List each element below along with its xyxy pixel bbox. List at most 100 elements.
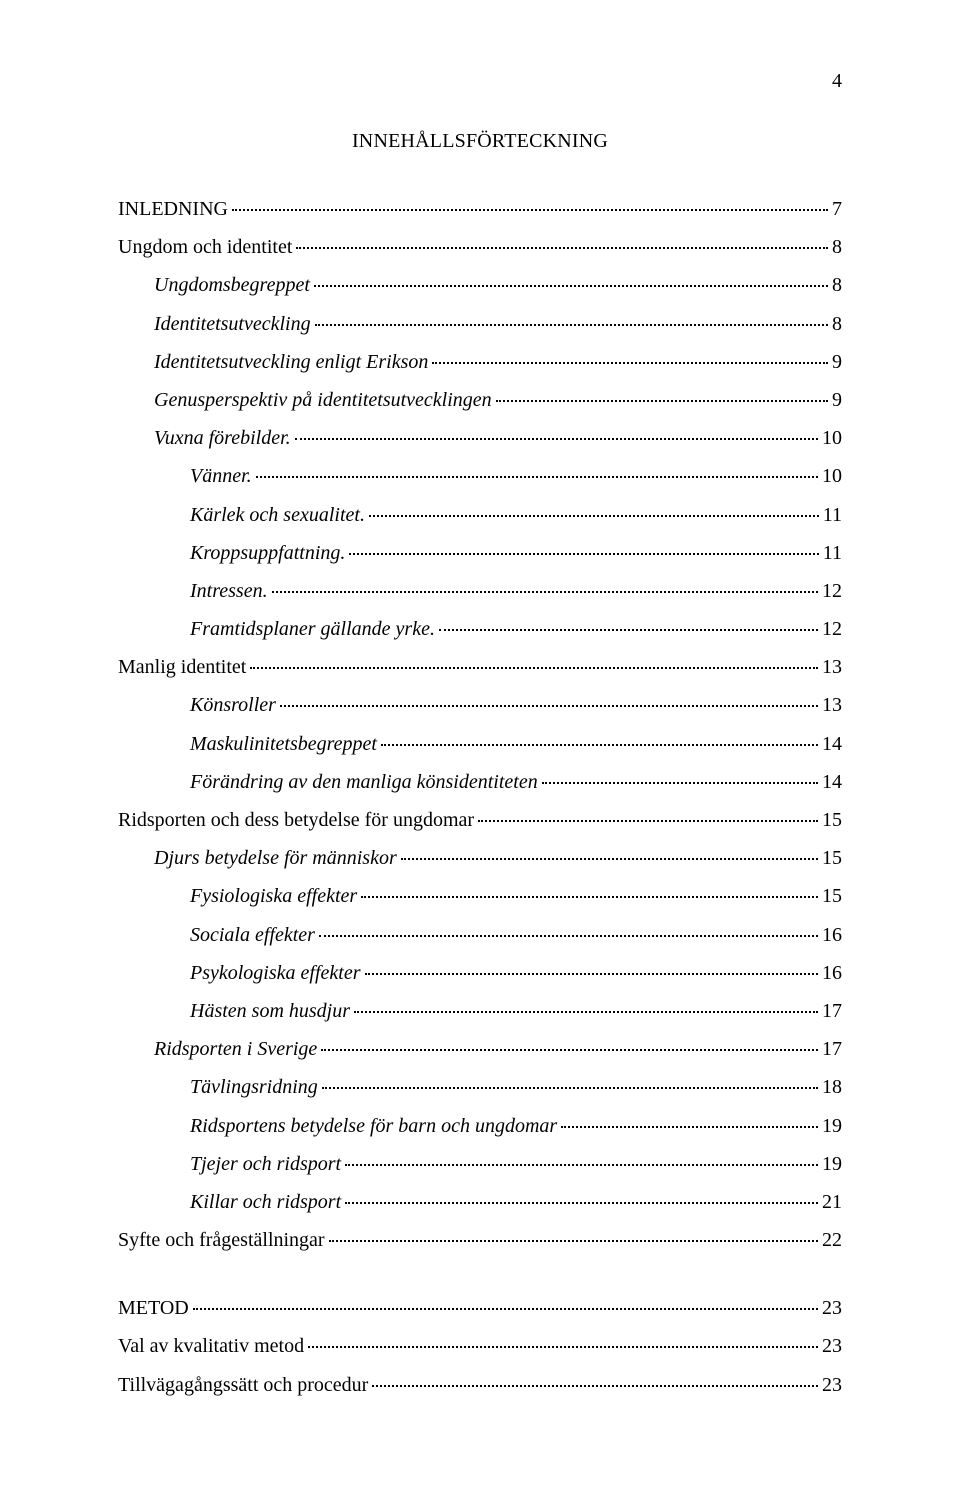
toc-entry-page: 23: [822, 1336, 842, 1356]
toc-leader: [250, 667, 818, 669]
toc-entry: Identitetsutveckling 8: [154, 314, 842, 334]
toc-leader: [561, 1126, 818, 1128]
toc-entry-label: Ungdom och identitet: [118, 237, 292, 257]
toc-entry: Maskulinitetsbegreppet14: [190, 734, 842, 754]
toc-entry-page: 8: [832, 275, 842, 295]
toc-entry-label: Vänner.: [190, 466, 252, 486]
toc-entry: Ridsporten i Sverige 17: [154, 1039, 842, 1059]
toc-entry: Ungdomsbegreppet 8: [154, 275, 842, 295]
toc-entry: Kroppsuppfattning. 11: [190, 543, 842, 563]
toc-entry-label: Hästen som husdjur: [190, 1001, 350, 1021]
toc-entry: Genusperspektiv på identitetsutvecklinge…: [154, 390, 842, 410]
toc-entry: Tillvägagångssätt och procedur23: [118, 1375, 842, 1395]
toc-entry-page: 18: [822, 1077, 842, 1097]
toc-entry-label: Könsroller: [190, 695, 276, 715]
toc-entry-label: Identitetsutveckling: [154, 314, 311, 334]
toc-entry-label: Framtidsplaner gällande yrke.: [190, 619, 435, 639]
toc-entry-page: 14: [822, 772, 842, 792]
toc-entry: Intressen. 12: [190, 581, 842, 601]
toc-entry-page: 14: [822, 734, 842, 754]
toc-entry-label: INLEDNING: [118, 199, 228, 219]
toc-entry: Psykologiska effekter16: [190, 963, 842, 983]
toc-leader: [372, 1385, 818, 1387]
toc-entry-page: 15: [822, 810, 842, 830]
toc-entry-page: 17: [822, 1001, 842, 1021]
toc-entry: Syfte och frågeställningar 22: [118, 1230, 842, 1250]
toc-entry-page: 17: [822, 1039, 842, 1059]
toc-entry-label: Tävlingsridning: [190, 1077, 318, 1097]
toc-entry-label: Förändring av den manliga könsidentitete…: [190, 772, 538, 792]
toc-leader: [280, 705, 818, 707]
toc-entry-label: Ridsporten och dess betydelse för ungdom…: [118, 810, 474, 830]
toc-leader: [361, 896, 818, 898]
toc-leader: [401, 858, 818, 860]
toc-leader: [314, 285, 828, 287]
toc-entry-label: Sociala effekter: [190, 925, 315, 945]
toc-leader: [272, 591, 818, 593]
toc-entry-page: 8: [832, 314, 842, 334]
toc-entry: Ridsportens betydelse för barn och ungdo…: [190, 1116, 842, 1136]
toc-entry: Identitetsutveckling enligt Erikson 9: [154, 352, 842, 372]
toc-entry: Sociala effekter16: [190, 925, 842, 945]
toc-entry: Vänner. 10: [190, 466, 842, 486]
toc-entry: Vuxna förebilder.10: [154, 428, 842, 448]
toc-entry-label: Kroppsuppfattning.: [190, 543, 345, 563]
toc-entry-page: 22: [822, 1230, 842, 1250]
toc-entry: Val av kvalitativ metod 23: [118, 1336, 842, 1356]
toc-entry-page: 7: [832, 199, 842, 219]
toc-entry-page: 23: [822, 1375, 842, 1395]
toc-entry-page: 12: [822, 619, 842, 639]
toc-leader: [365, 973, 819, 975]
toc-leader: [354, 1011, 818, 1013]
toc-entry-page: 19: [822, 1154, 842, 1174]
toc-leader: [321, 1049, 818, 1051]
toc-entry-label: Syfte och frågeställningar: [118, 1230, 325, 1250]
toc-list: INLEDNING7Ungdom och identitet8Ungdomsbe…: [118, 199, 842, 1250]
toc-leader: [478, 820, 818, 822]
toc-entry-page: 11: [823, 543, 842, 563]
toc-entry-page: 19: [822, 1116, 842, 1136]
toc-entry-label: Ridsportens betydelse för barn och ungdo…: [190, 1116, 557, 1136]
toc-leader: [256, 476, 818, 478]
toc-entry-label: Tjejer och ridsport: [190, 1154, 341, 1174]
toc-leader: [349, 553, 818, 555]
toc-entry-label: Intressen.: [190, 581, 268, 601]
toc-leader: [322, 1087, 818, 1089]
toc-leader: [369, 515, 819, 517]
toc-leader: [432, 362, 828, 364]
toc-leader: [381, 744, 818, 746]
toc-leader: [315, 324, 828, 326]
toc-entry: METOD23: [118, 1298, 842, 1318]
toc-entry-label: Ungdomsbegreppet: [154, 275, 310, 295]
toc-entry-page: 9: [832, 352, 842, 372]
toc-leader: [439, 629, 818, 631]
toc-entry-page: 15: [822, 848, 842, 868]
toc-entry-label: Ridsporten i Sverige: [154, 1039, 317, 1059]
toc-entry-page: 11: [823, 505, 842, 525]
toc-entry-label: Kärlek och sexualitet.: [190, 505, 365, 525]
toc-leader: [296, 247, 828, 249]
toc-entry: Tjejer och ridsport 19: [190, 1154, 842, 1174]
toc-entry-label: Identitetsutveckling enligt Erikson: [154, 352, 428, 372]
toc-entry: Ridsporten och dess betydelse för ungdom…: [118, 810, 842, 830]
toc-entry-page: 10: [822, 428, 842, 448]
toc-leader: [345, 1164, 818, 1166]
toc-entry: Fysiologiska effekter15: [190, 886, 842, 906]
toc-leader: [345, 1202, 818, 1204]
toc-entry-page: 12: [822, 581, 842, 601]
toc-list-secondary: METOD23Val av kvalitativ metod23Tillväga…: [118, 1298, 842, 1394]
toc-entry-label: Manlig identitet: [118, 657, 246, 677]
toc-leader: [496, 400, 828, 402]
toc-entry-page: 13: [822, 695, 842, 715]
toc-entry: Hästen som husdjur 17: [190, 1001, 842, 1021]
toc-entry-page: 9: [832, 390, 842, 410]
toc-entry-label: Val av kvalitativ metod: [118, 1336, 304, 1356]
toc-leader: [232, 209, 828, 211]
toc-entry-page: 16: [822, 963, 842, 983]
toc-title: INNEHÅLLSFÖRTECKNING: [118, 130, 842, 153]
toc-entry: Kärlek och sexualitet. 11: [190, 505, 842, 525]
toc-entry-label: Fysiologiska effekter: [190, 886, 357, 906]
toc-entry-page: 10: [822, 466, 842, 486]
toc-entry-label: Killar och ridsport: [190, 1192, 341, 1212]
toc-entry-label: Djurs betydelse för människor: [154, 848, 397, 868]
